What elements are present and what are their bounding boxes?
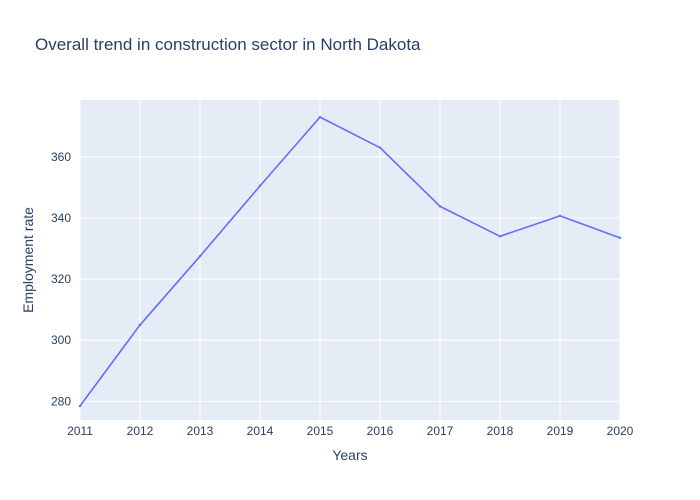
x-tick-label: 2015 xyxy=(307,424,334,438)
y-tick-label: 300 xyxy=(51,333,71,347)
x-tick-label: 2013 xyxy=(187,424,214,438)
y-axis-title: Employment rate xyxy=(20,207,36,313)
data-point xyxy=(138,323,142,327)
chart-title: Overall trend in construction sector in … xyxy=(35,35,421,54)
data-point xyxy=(258,184,262,188)
x-tick-label: 2016 xyxy=(367,424,394,438)
x-tick-label: 2019 xyxy=(547,424,574,438)
x-axis: 2011 2012 2013 2014 2015 2016 2017 2018 2019 2020 xyxy=(67,424,634,438)
data-point xyxy=(618,236,622,240)
x-tick-label: 2014 xyxy=(247,424,274,438)
y-tick-label: 320 xyxy=(51,272,71,286)
plot-area xyxy=(80,100,620,420)
series-line xyxy=(79,116,621,407)
x-axis-title: Years xyxy=(332,447,367,463)
gridlines xyxy=(79,100,621,420)
y-tick-label: 340 xyxy=(51,211,71,225)
series-group xyxy=(78,115,622,408)
x-tick-label: 2012 xyxy=(127,424,154,438)
x-tick-label: 2011 xyxy=(67,424,93,438)
x-tick-label: 2017 xyxy=(427,424,454,438)
data-point xyxy=(198,254,202,258)
data-point xyxy=(438,205,442,208)
data-point xyxy=(378,146,382,149)
x-tick-label: 2018 xyxy=(487,424,514,438)
data-point xyxy=(498,235,502,238)
x-tick-label: 2020 xyxy=(607,424,634,438)
y-tick-label: 360 xyxy=(51,150,71,164)
data-point xyxy=(558,214,562,218)
y-tick-label: 280 xyxy=(51,394,71,408)
data-point xyxy=(78,404,82,408)
data-point xyxy=(318,115,322,119)
y-axis: 280 300 320 340 360 xyxy=(51,150,71,409)
